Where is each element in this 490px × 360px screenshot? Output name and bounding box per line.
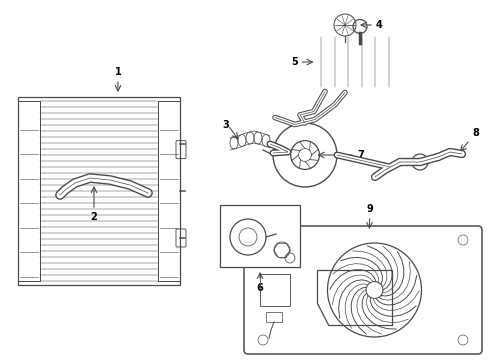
Bar	[220, 205, 300, 267]
Circle shape	[273, 123, 337, 187]
Text: 1: 1	[115, 67, 122, 77]
Text: 2: 2	[91, 212, 98, 222]
Text: 7: 7	[357, 150, 364, 160]
Text: 8: 8	[472, 128, 479, 138]
Text: 4: 4	[376, 20, 383, 30]
Text: 9: 9	[366, 204, 373, 214]
Bar	[266, 312, 282, 322]
Bar	[260, 274, 290, 306]
Text: 5: 5	[291, 57, 297, 67]
Text: 6: 6	[257, 283, 264, 293]
Text: 3: 3	[222, 120, 229, 130]
Bar	[18, 97, 180, 285]
Bar	[18, 101, 40, 281]
Bar	[158, 101, 180, 281]
